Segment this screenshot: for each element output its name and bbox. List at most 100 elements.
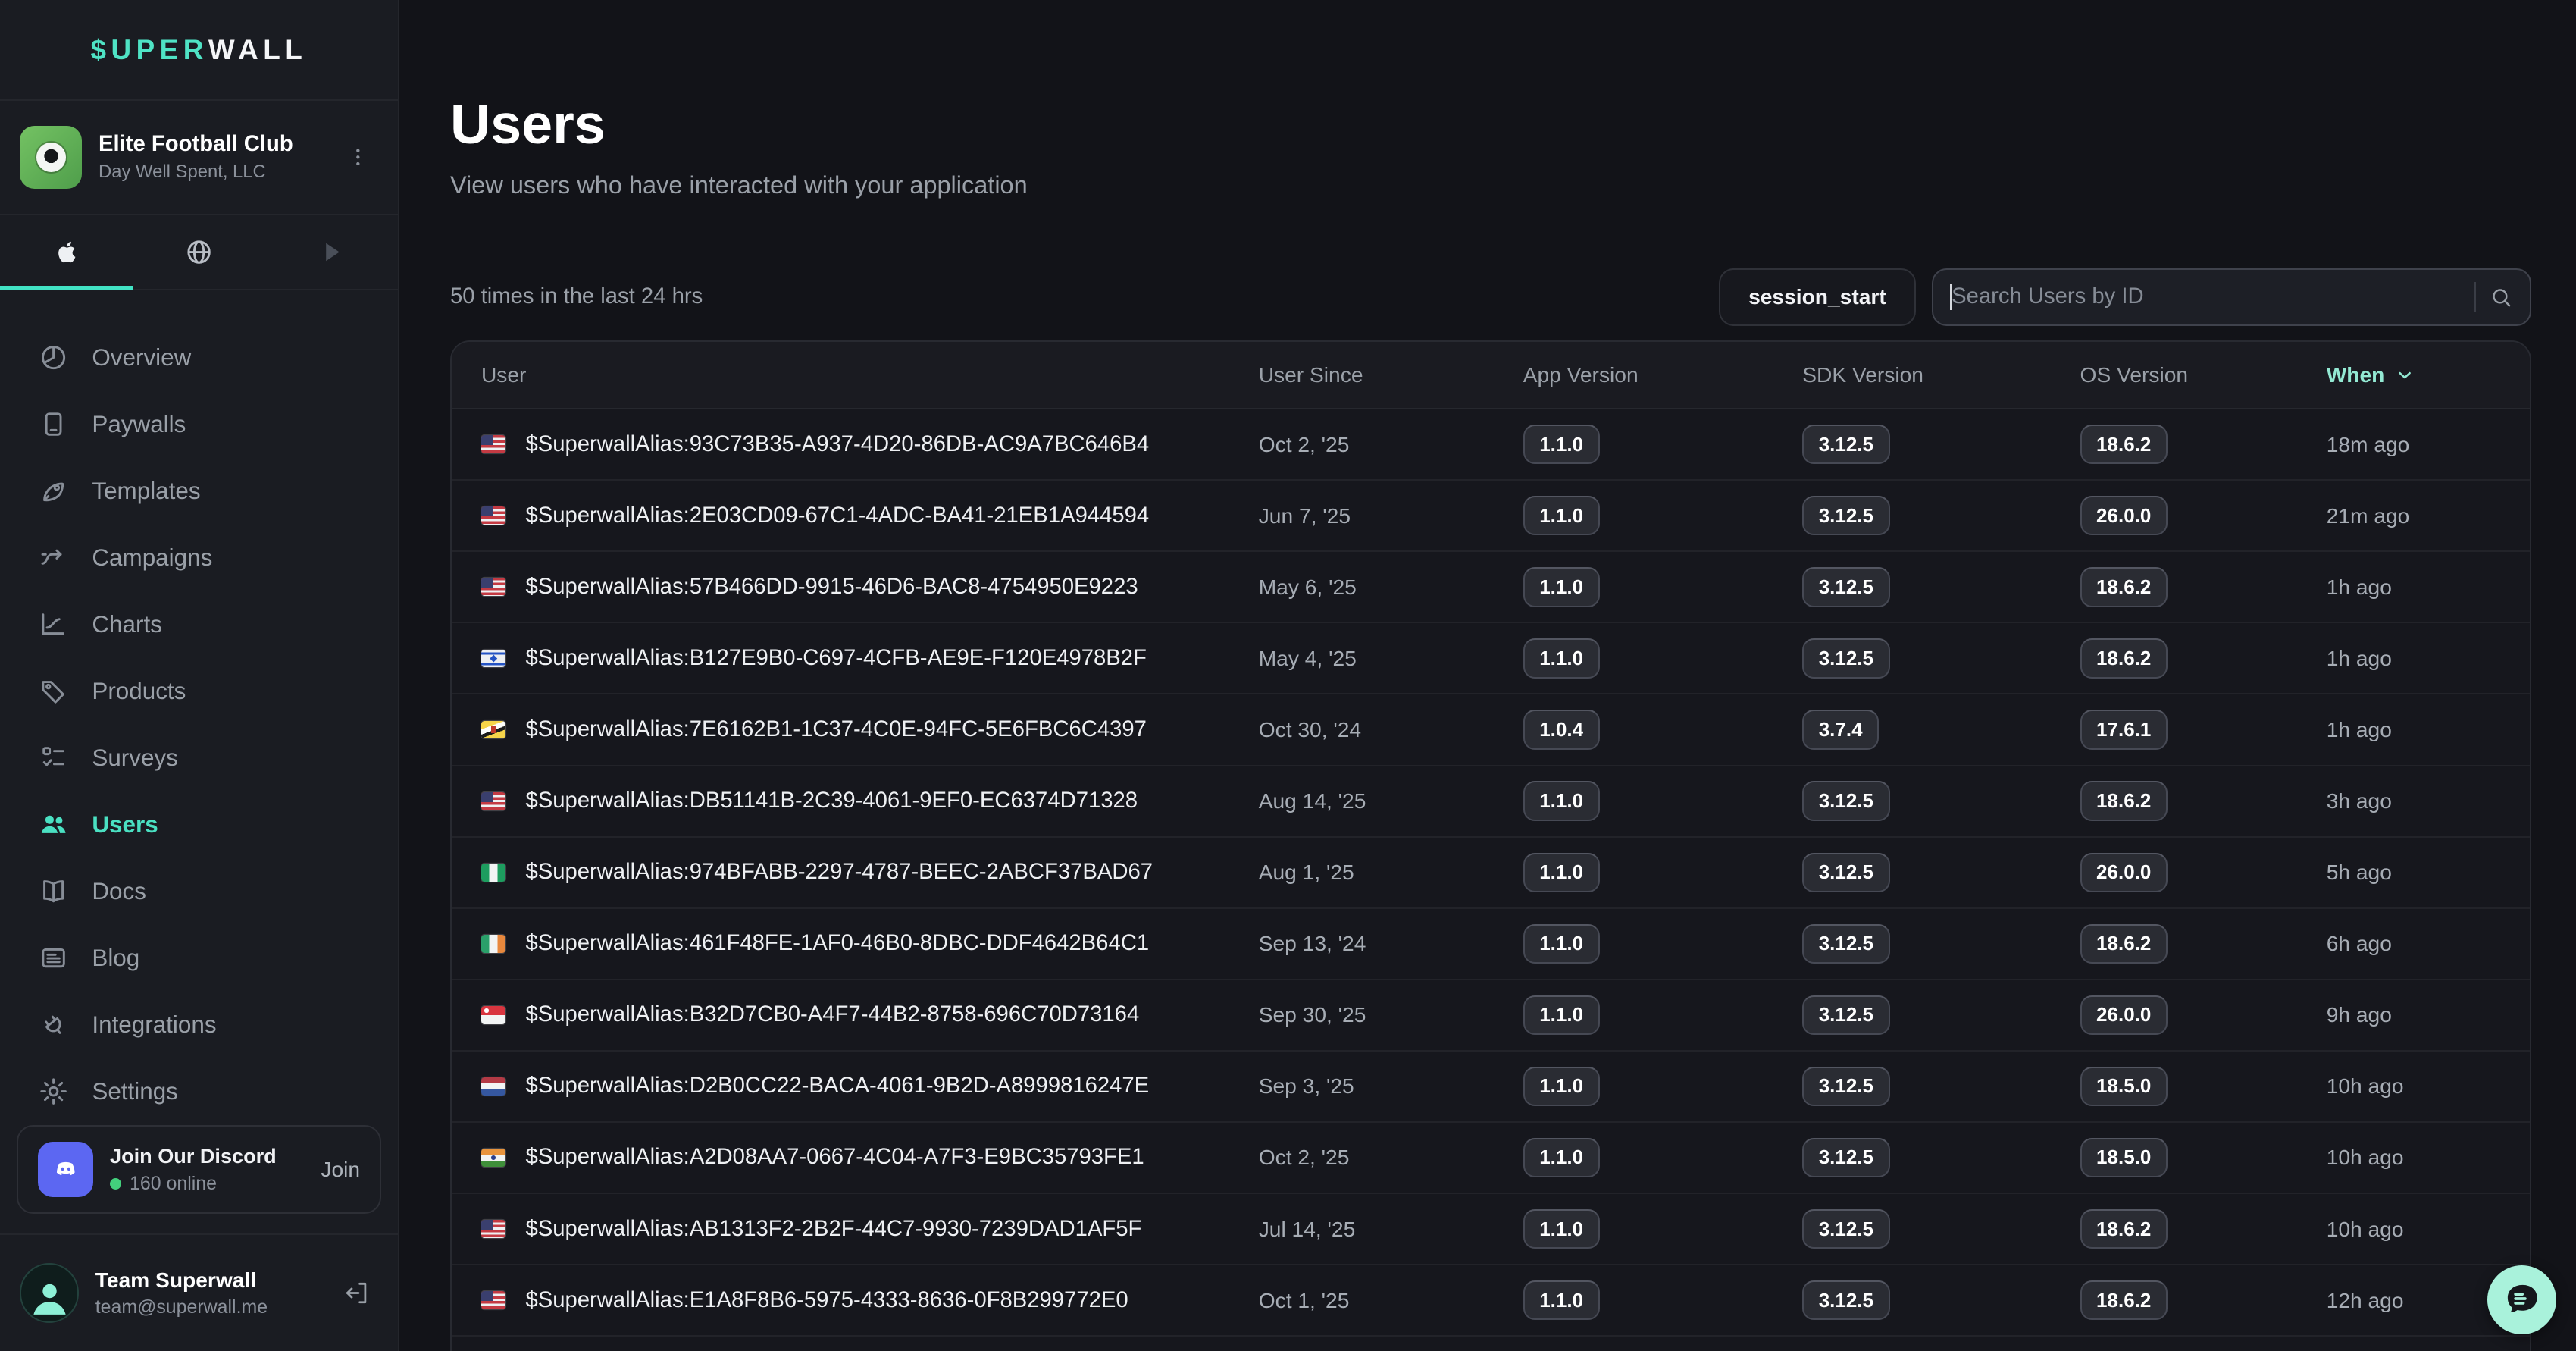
chevron-down-icon	[2399, 371, 2412, 378]
superwall-logo[interactable]: $UPER WALL	[0, 0, 398, 102]
sidebar-item-blog[interactable]: Blog	[0, 925, 398, 992]
table-row[interactable]: $SuperwallAlias:974BFABB-2297-4787-BEEC-…	[451, 838, 2531, 909]
sdk-version-badge: 3.12.5	[1802, 923, 1890, 964]
sign-out-button[interactable]	[335, 1271, 377, 1314]
table-row[interactable]: $SuperwallAlias:B32D7CB0-A4F7-44B2-8758-…	[451, 980, 2531, 1052]
user-since-cell: Aug 14, '25	[1258, 788, 1366, 813]
table-row[interactable]: $SuperwallAlias:A2D08AA7-0667-4C04-A7F3-…	[451, 1123, 2531, 1195]
column-header-sdk-version: SDK Version	[1802, 362, 1923, 387]
tab-apple[interactable]	[0, 215, 133, 289]
workspace-menu-button[interactable]	[339, 137, 378, 177]
column-header-app-version: App Version	[1523, 362, 1639, 387]
tab-google-play[interactable]	[265, 215, 398, 289]
discord-title: Join Our Discord	[110, 1143, 277, 1168]
country-flag	[480, 1220, 506, 1238]
sidebar-item-paywalls[interactable]: Paywalls	[0, 391, 398, 458]
sdk-version-badge: 3.12.5	[1802, 638, 1890, 679]
when-cell: 9h ago	[2326, 1002, 2392, 1027]
search-input[interactable]	[1952, 284, 2468, 310]
search-icon[interactable]	[2489, 285, 2514, 310]
sidebar-item-integrations[interactable]: Integrations	[0, 992, 398, 1058]
user-since-cell: Jul 14, '25	[1258, 1216, 1356, 1241]
table-row[interactable]: $SuperwallAlias:E1A8F8B6-5975-4333-8636-…	[451, 1265, 2531, 1337]
sidebar-item-label: Paywalls	[92, 411, 186, 438]
users-icon	[41, 816, 66, 834]
discord-join-button[interactable]: Join	[321, 1157, 361, 1182]
user-alias: $SuperwallAlias:7E6162B1-1C37-4C0E-94FC-…	[525, 717, 1147, 741]
sdk-version-badge: 3.12.5	[1802, 496, 1890, 536]
table-row[interactable]: $SuperwallAlias:57B466DD-9915-46D6-BAC8-…	[451, 552, 2531, 624]
tab-web[interactable]	[133, 215, 265, 289]
products-icon	[42, 681, 64, 704]
table-row[interactable]: $SuperwallAlias:461F48FE-1AF0-46B0-8DBC-…	[451, 909, 2531, 980]
os-version-badge: 18.5.0	[2080, 1137, 2168, 1178]
logo-suffix: WALL	[208, 33, 308, 65]
avatar	[20, 1263, 80, 1323]
sdk-version-badge: 3.12.5	[1802, 995, 1890, 1035]
user-alias: $SuperwallAlias:B127E9B0-C697-4CFB-AE9E-…	[525, 645, 1147, 670]
apple-logo-icon	[58, 241, 76, 262]
os-version-badge: 26.0.0	[2080, 496, 2168, 536]
sidebar-item-label: Settings	[92, 1078, 178, 1105]
sidebar-item-settings[interactable]: Settings	[0, 1058, 398, 1125]
user-alias: $SuperwallAlias:93C73B35-A937-4D20-86DB-…	[525, 431, 1150, 456]
user-cell: $SuperwallAlias:2E03CD09-67C1-4ADC-BA41-…	[480, 503, 1259, 528]
app-version-badge: 1.0.4	[1523, 710, 1600, 750]
user-since-cell: Jun 7, '25	[1258, 503, 1351, 528]
sdk-version-badge: 3.12.5	[1802, 425, 1890, 465]
user-cell: $SuperwallAlias:7E6162B1-1C37-4C0E-94FC-…	[480, 717, 1259, 742]
sidebar-item-surveys[interactable]: Surveys	[0, 725, 398, 791]
country-flag	[480, 934, 506, 953]
sidebar-item-docs[interactable]: Docs	[0, 858, 398, 925]
settings-icon	[40, 1078, 67, 1105]
table-row[interactable]: $SuperwallAlias:AB1313F2-2B2F-44C7-9930-…	[451, 1194, 2531, 1266]
sidebar-item-campaigns[interactable]: Campaigns	[0, 525, 398, 591]
country-flag	[480, 649, 506, 668]
sdk-version-badge: 3.12.5	[1802, 852, 1890, 892]
user-cell: $SuperwallAlias:461F48FE-1AF0-46B0-8DBC-…	[480, 931, 1259, 956]
os-version-badge: 26.0.0	[2080, 995, 2168, 1035]
app-version-badge: 1.1.0	[1523, 923, 1600, 964]
table-row[interactable]: $SuperwallAlias:DB51141B-2C39-4061-9EF0-…	[451, 766, 2531, 838]
search-box[interactable]	[1932, 268, 2532, 326]
user-since-cell: Sep 30, '25	[1258, 1002, 1366, 1027]
sidebar-item-products[interactable]: Products	[0, 658, 398, 725]
when-cell: 5h ago	[2326, 860, 2392, 885]
sdk-version-badge: 3.12.5	[1802, 781, 1890, 821]
workspace-switcher[interactable]: Elite Football Club Day Well Spent, LLC	[0, 101, 398, 215]
table-row[interactable]: $SuperwallAlias:93C73B35-A937-4D20-86DB-…	[451, 409, 2531, 481]
sdk-version-badge: 3.12.5	[1802, 567, 1890, 607]
event-filter-button[interactable]: session_start	[1719, 268, 1916, 326]
sidebar-item-users[interactable]: Users	[0, 791, 398, 858]
user-cell: $SuperwallAlias:DB51141B-2C39-4061-9EF0-…	[480, 788, 1259, 813]
os-version-badge: 18.6.2	[2080, 638, 2168, 679]
account-row[interactable]: Team Superwall team@superwall.me	[0, 1233, 398, 1351]
table-row[interactable]: $SuperwallAlias:7E6162B1-1C37-4C0E-94FC-…	[451, 694, 2531, 766]
discord-card[interactable]: Join Our Discord 160 online Join	[16, 1125, 382, 1215]
app-version-badge: 1.1.0	[1523, 995, 1600, 1035]
user-since-cell: Sep 13, '24	[1258, 931, 1366, 956]
workspace-org: Day Well Spent, LLC	[99, 161, 266, 183]
user-since-cell: Aug 1, '25	[1258, 860, 1354, 885]
table-row[interactable]: $SuperwallAlias:2E03CD09-67C1-4ADC-BA41-…	[451, 481, 2531, 553]
column-header-when[interactable]: When	[2327, 362, 2501, 387]
when-cell: 18m ago	[2326, 431, 2410, 456]
when-cell: 1h ago	[2326, 574, 2392, 599]
sidebar-item-charts[interactable]: Charts	[0, 591, 398, 658]
text-caret	[1949, 284, 1952, 311]
sidebar-item-templates[interactable]: Templates	[0, 458, 398, 525]
user-alias: $SuperwallAlias:A2D08AA7-0667-4C04-A7F3-…	[525, 1145, 1144, 1170]
table-row[interactable]: $SuperwallAlias:D2B0CC22-BACA-4061-9B2D-…	[451, 1052, 2531, 1123]
sidebar: $UPER WALL Elite Football Club Day Well S…	[0, 0, 399, 1351]
table-row[interactable]: $SuperwallAlias:735DE5E9-A448-41EB-97A9-…	[452, 1337, 2531, 1351]
support-chat-button[interactable]	[2487, 1265, 2556, 1335]
user-since-cell: Sep 3, '25	[1258, 1074, 1354, 1099]
sidebar-item-overview[interactable]: Overview	[0, 324, 398, 391]
country-flag	[480, 720, 506, 739]
table-row[interactable]: $SuperwallAlias:B127E9B0-C697-4CFB-AE9E-…	[451, 623, 2531, 695]
when-cell: 10h ago	[2326, 1216, 2404, 1241]
when-cell: 1h ago	[2326, 717, 2392, 741]
app-version-badge: 1.1.0	[1523, 1066, 1600, 1107]
country-flag	[480, 1149, 506, 1167]
user-since-cell: Oct 2, '25	[1258, 1145, 1350, 1170]
